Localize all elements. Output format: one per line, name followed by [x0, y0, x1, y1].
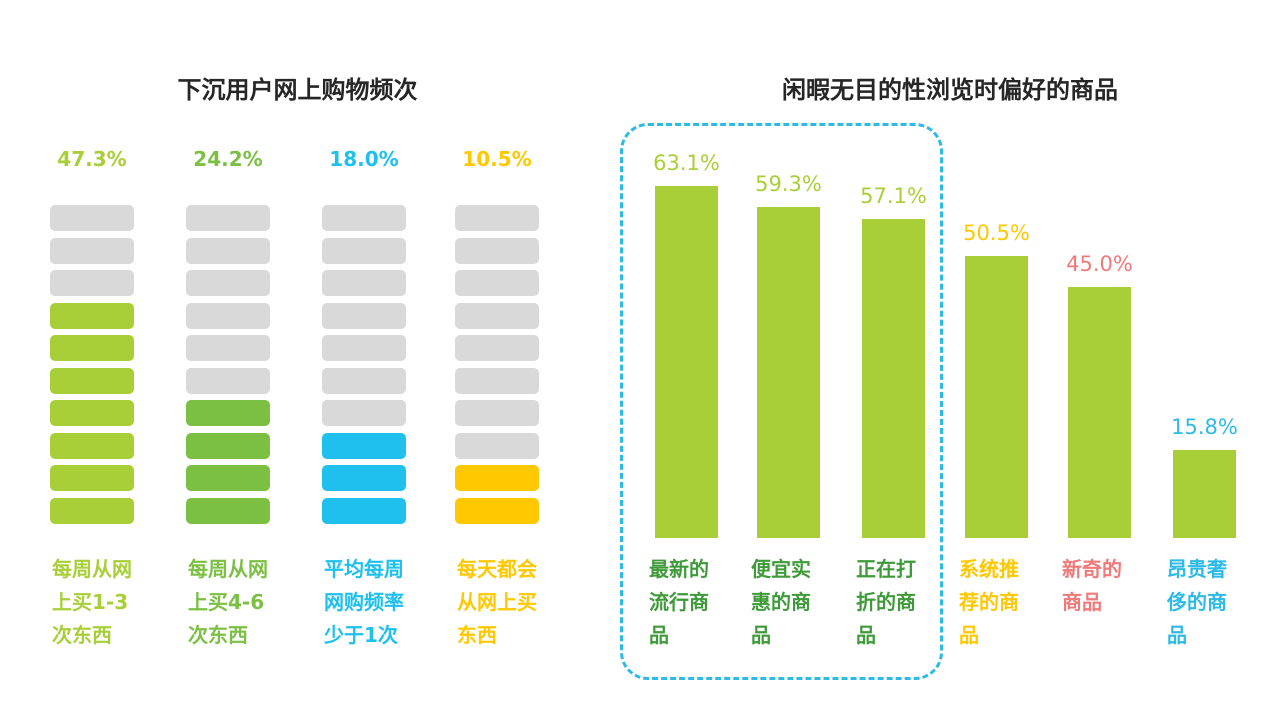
- preference-value-label: 15.8%: [1171, 414, 1238, 439]
- empty-segment: [455, 270, 539, 296]
- empty-segment: [455, 400, 539, 426]
- preference-bar: [1173, 449, 1236, 538]
- preference-category-label: 昂贵奢侈的商品: [1167, 557, 1227, 647]
- segment-stack: [322, 205, 406, 524]
- filled-segment: [455, 497, 539, 524]
- frequency-column: 24.2%: [186, 145, 270, 530]
- filled-segment: [50, 497, 134, 524]
- filled-segment: [50, 302, 134, 329]
- highlight-box: [620, 123, 943, 680]
- filled-segment: [50, 367, 134, 394]
- empty-segment: [186, 270, 270, 296]
- preference-category-label: 正在打折的商品: [856, 557, 916, 647]
- filled-segment: [186, 432, 270, 459]
- segment-stack: [455, 205, 539, 524]
- empty-segment: [322, 400, 406, 426]
- preference-value-label: 63.1%: [653, 151, 720, 175]
- empty-segment: [322, 335, 406, 361]
- preference-category-label: 新奇的商品: [1062, 557, 1122, 614]
- empty-segment: [455, 367, 539, 394]
- filled-segment: [50, 400, 134, 426]
- empty-segment: [186, 335, 270, 361]
- filled-segment: [322, 497, 406, 524]
- filled-segment: [186, 400, 270, 426]
- frequency-value-label: 47.3%: [57, 147, 127, 171]
- empty-segment: [455, 302, 539, 329]
- filled-segment: [322, 432, 406, 459]
- frequency-value-label: 18.0%: [329, 147, 399, 171]
- preference-value-label: 57.1%: [860, 184, 927, 209]
- frequency-category-label: 每周从网上买4-6次东西: [188, 557, 268, 647]
- preference-value-label: 45.0%: [1066, 251, 1133, 276]
- frequency-value-label: 10.5%: [462, 147, 532, 171]
- preference-bar: [1068, 286, 1131, 538]
- filled-segment: [322, 465, 406, 491]
- filled-segment: [186, 497, 270, 524]
- empty-segment: [186, 237, 270, 264]
- frequency-column: 47.3%: [50, 145, 134, 530]
- preference-category-label: 系统推荐的商品: [959, 557, 1019, 647]
- segment-stack: [186, 205, 270, 524]
- segment-stack: [50, 205, 134, 524]
- empty-segment: [322, 237, 406, 264]
- empty-segment: [50, 270, 134, 296]
- frequency-category-label: 平均每周网购频率少于1次: [324, 557, 404, 647]
- empty-segment: [455, 205, 539, 231]
- preference-value-label: 59.3%: [755, 172, 822, 197]
- preference-value-label: 50.5%: [963, 221, 1030, 246]
- empty-segment: [186, 302, 270, 329]
- preference-bar: [862, 219, 925, 538]
- empty-segment: [186, 205, 270, 231]
- frequency-category-label: 每周从网上买1-3次东西: [52, 557, 132, 647]
- preference-category-label: 便宜实惠的商品: [751, 557, 811, 647]
- empty-segment: [455, 432, 539, 459]
- empty-segment: [50, 237, 134, 264]
- left-chart-title: 下沉用户网上购物频次: [177, 76, 418, 104]
- frequency-value-label: 24.2%: [193, 147, 263, 171]
- empty-segment: [322, 270, 406, 296]
- frequency-column: 10.5%: [455, 145, 539, 530]
- filled-segment: [50, 432, 134, 459]
- empty-segment: [322, 302, 406, 329]
- filled-segment: [186, 465, 270, 491]
- filled-segment: [455, 465, 539, 491]
- preference-category-label: 最新的流行商品: [649, 557, 709, 647]
- preference-bar: [757, 207, 820, 538]
- preference-bar: [965, 256, 1028, 538]
- empty-segment: [186, 367, 270, 394]
- filled-segment: [50, 335, 134, 361]
- empty-segment: [322, 205, 406, 231]
- empty-segment: [322, 367, 406, 394]
- right-chart-title: 闲暇无目的性浏览时偏好的商品: [782, 76, 1118, 104]
- preference-bar: [655, 186, 718, 538]
- empty-segment: [455, 335, 539, 361]
- frequency-column: 18.0%: [322, 145, 406, 530]
- frequency-category-label: 每天都会从网上买东西: [457, 557, 537, 647]
- empty-segment: [455, 237, 539, 264]
- empty-segment: [50, 205, 134, 231]
- filled-segment: [50, 465, 134, 491]
